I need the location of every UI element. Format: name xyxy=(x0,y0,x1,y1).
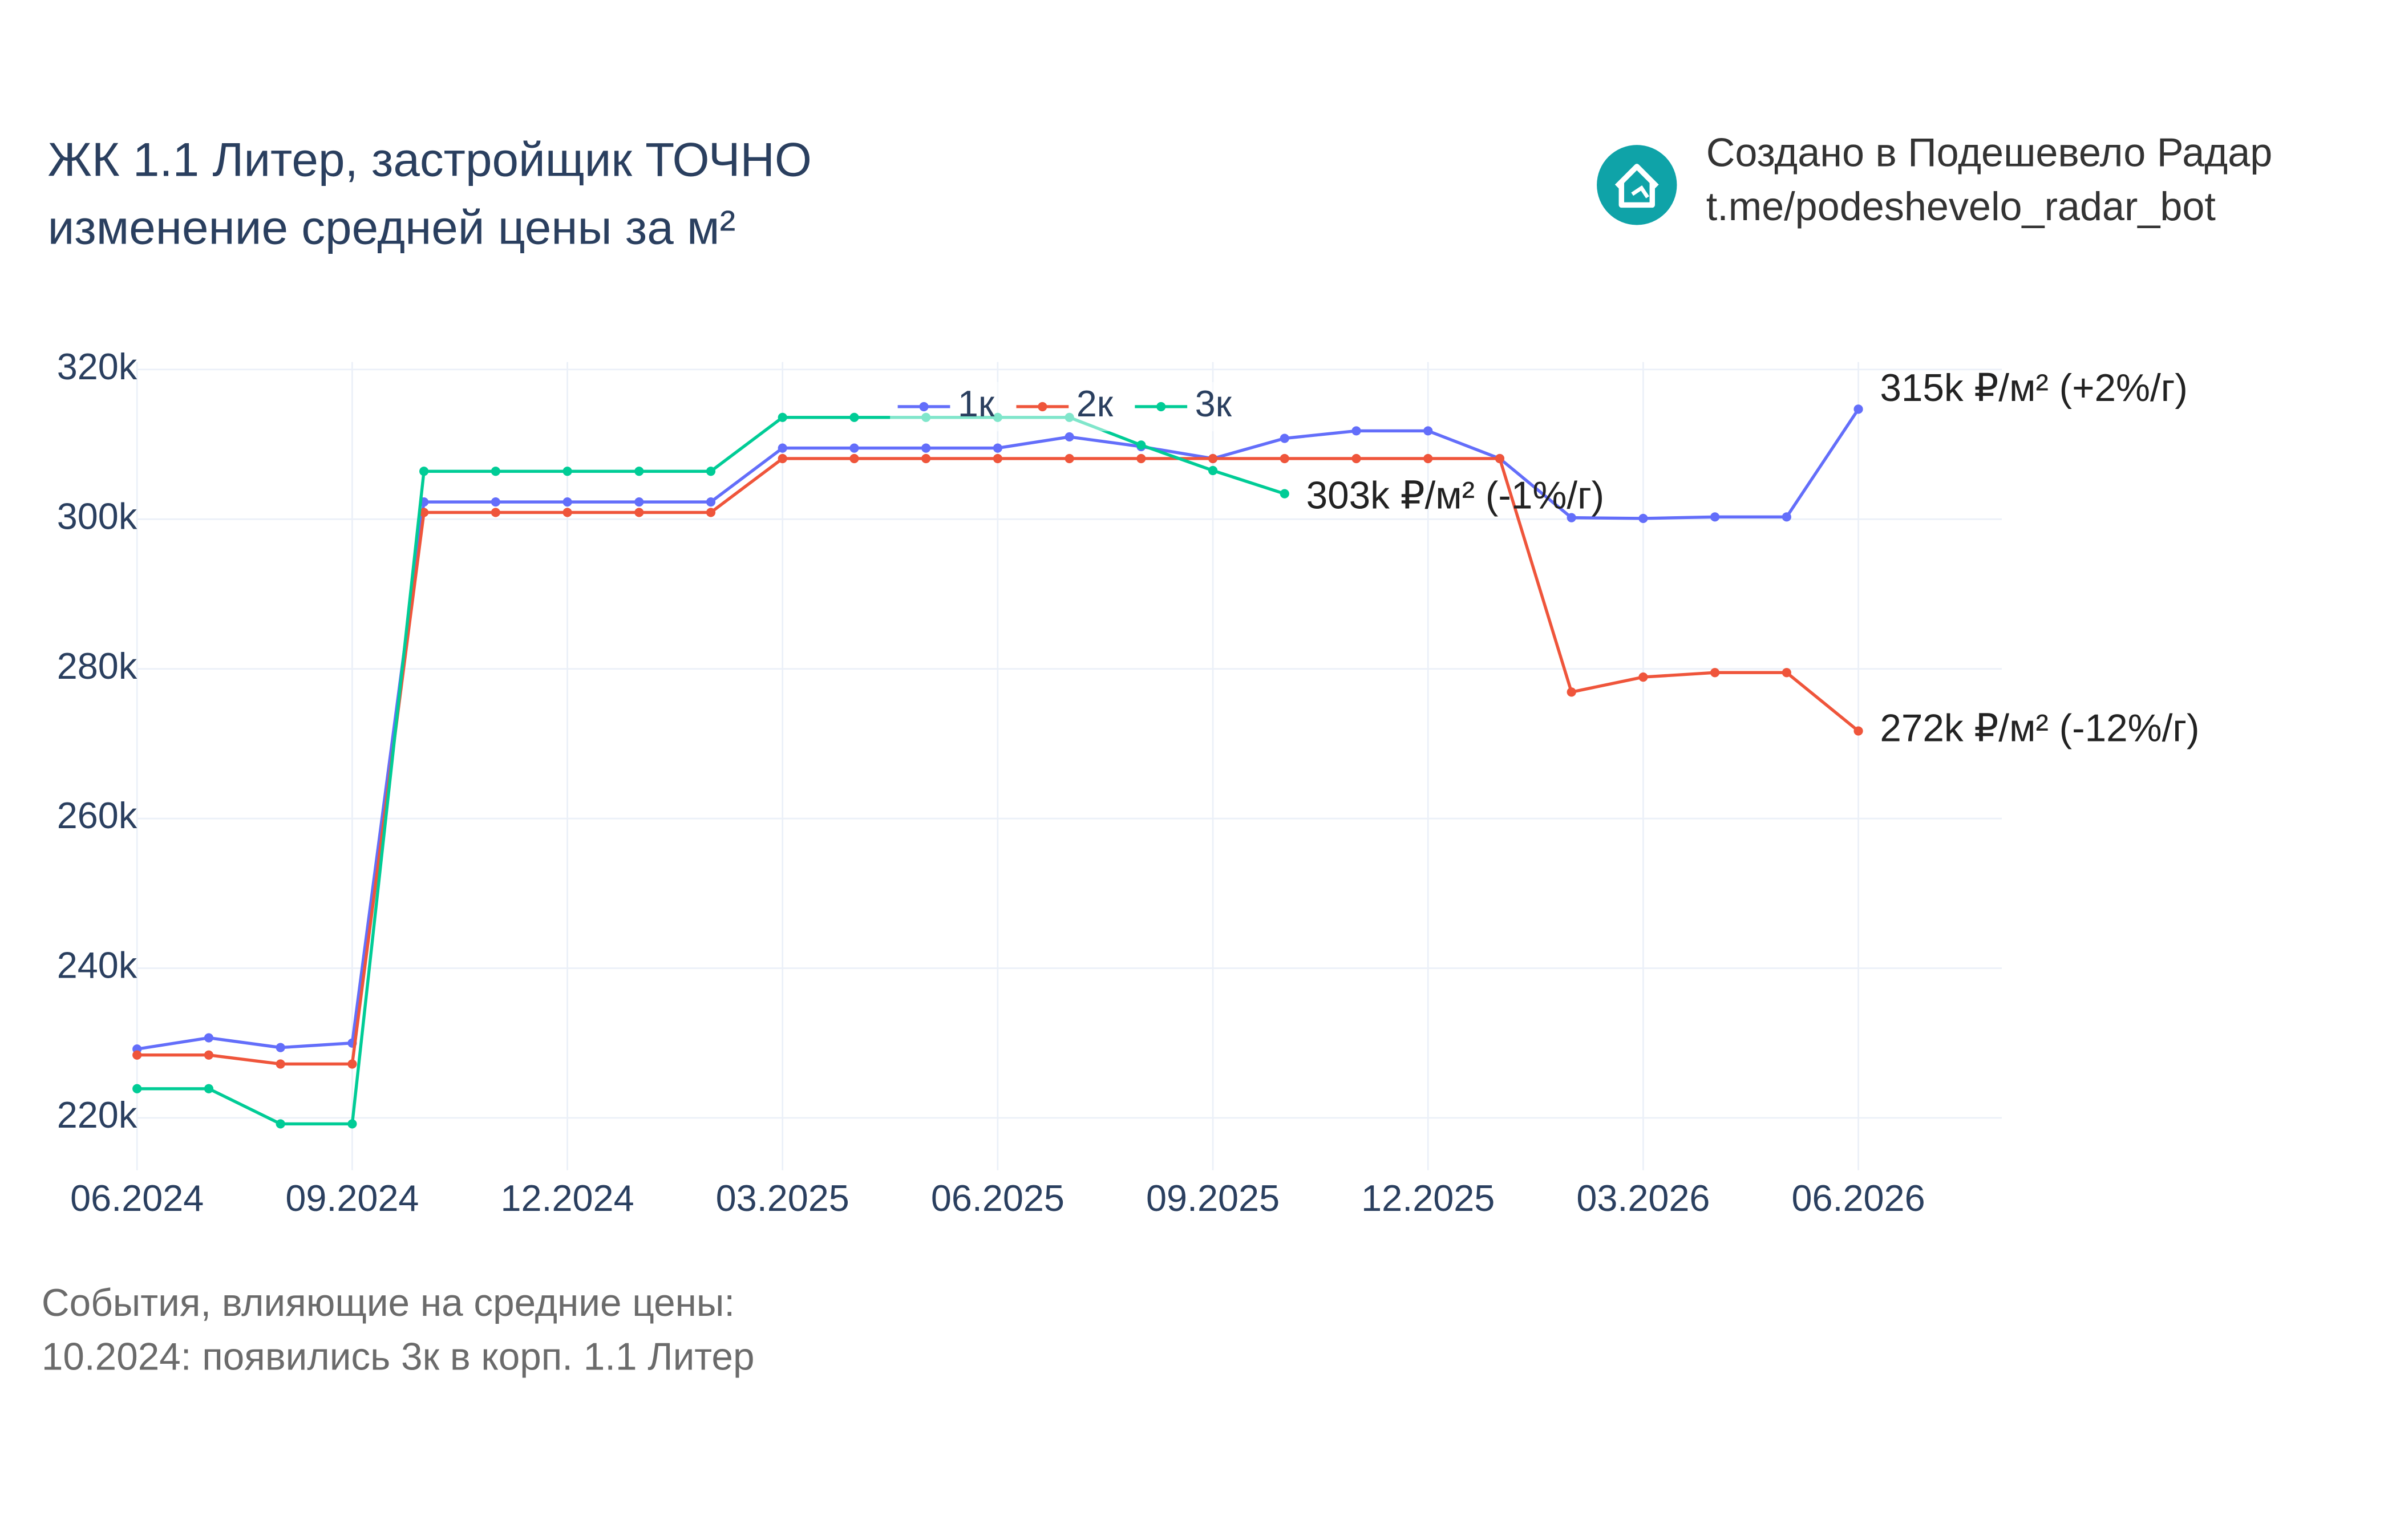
data-point xyxy=(921,443,931,453)
data-point xyxy=(1567,687,1576,697)
data-point xyxy=(419,508,429,517)
data-point xyxy=(849,443,859,453)
data-point xyxy=(491,508,500,517)
data-point xyxy=(1136,440,1146,450)
data-point xyxy=(276,1059,285,1069)
data-point xyxy=(491,467,500,476)
y-tick-label: 320k xyxy=(57,346,137,387)
y-tick-label: 300k xyxy=(57,495,137,537)
legend-swatch-dot xyxy=(919,402,929,412)
data-point xyxy=(778,412,787,422)
credit-link: t.me/podeshevelo_radar_bot xyxy=(1706,184,2216,229)
data-point xyxy=(778,443,787,453)
data-point xyxy=(1853,726,1863,736)
data-point xyxy=(1782,512,1791,522)
legend: 1к 2к 3к xyxy=(890,382,1248,432)
chart-subtitle: изменение средней цены за м² xyxy=(48,200,736,254)
data-point xyxy=(1782,668,1791,678)
data-point xyxy=(1423,453,1433,464)
data-point xyxy=(849,412,859,422)
legend-swatch-dot xyxy=(1038,402,1047,412)
data-point xyxy=(634,508,644,517)
data-point xyxy=(706,508,716,517)
data-point xyxy=(1065,432,1074,442)
data-point xyxy=(562,467,572,476)
value-label: 303k ₽/м² (-1%/г) xyxy=(1306,475,1605,517)
y-tick-label: 220k xyxy=(57,1094,137,1136)
data-point xyxy=(1495,453,1505,464)
footer-note: 10.2024: появились 3к в корп. 1.1 Литер xyxy=(42,1336,755,1379)
data-point xyxy=(706,497,716,507)
y-tick-label: 260k xyxy=(57,795,137,836)
data-point xyxy=(1280,489,1289,499)
x-tick-label: 06.2024 xyxy=(70,1177,204,1219)
data-point xyxy=(1065,453,1074,464)
data-point xyxy=(1351,453,1361,464)
data-point xyxy=(419,467,429,476)
legend-label: 3к xyxy=(1195,383,1232,424)
data-point xyxy=(1710,668,1720,678)
legend-swatch-dot xyxy=(1156,402,1166,412)
data-point xyxy=(491,497,500,507)
data-point xyxy=(562,508,572,517)
x-tick-label: 09.2024 xyxy=(285,1177,419,1219)
data-point xyxy=(993,453,1002,464)
data-point xyxy=(347,1059,357,1069)
x-tick-label: 12.2024 xyxy=(500,1177,634,1219)
x-tick-label: 12.2025 xyxy=(1361,1177,1495,1219)
data-point xyxy=(849,453,859,464)
data-point xyxy=(1638,513,1648,524)
data-point xyxy=(132,1084,142,1093)
data-point xyxy=(1208,465,1218,476)
y-tick-label: 240k xyxy=(57,945,137,986)
data-point xyxy=(1638,672,1648,682)
data-point xyxy=(1567,513,1576,522)
data-point xyxy=(921,453,931,464)
data-point xyxy=(276,1119,285,1129)
data-point xyxy=(1423,426,1433,436)
logo xyxy=(1597,145,1677,225)
data-point xyxy=(634,467,644,476)
data-point xyxy=(706,467,716,476)
x-tick-label: 03.2025 xyxy=(716,1177,849,1219)
data-point xyxy=(204,1084,214,1093)
footer-note: События, влияющие на средние цены: xyxy=(42,1282,735,1324)
x-tick-label: 03.2026 xyxy=(1576,1177,1710,1219)
data-point xyxy=(276,1043,285,1052)
x-tick-label: 06.2026 xyxy=(1791,1177,1925,1219)
data-point xyxy=(132,1050,142,1060)
data-point xyxy=(1280,453,1289,464)
value-label: 315k ₽/м² (+2%/г) xyxy=(1880,367,2188,410)
data-point xyxy=(347,1119,357,1129)
data-point xyxy=(1208,453,1218,464)
x-tick-label: 09.2025 xyxy=(1146,1177,1280,1219)
data-point xyxy=(1710,512,1720,522)
legend-label: 2к xyxy=(1076,383,1114,424)
data-point xyxy=(993,443,1002,453)
data-point xyxy=(1351,426,1361,436)
credit: Создано в Подешевело Радар xyxy=(1706,130,2273,175)
data-point xyxy=(1136,453,1146,464)
data-point xyxy=(634,497,644,507)
legend-label: 1к xyxy=(958,383,995,424)
data-point xyxy=(1853,404,1863,414)
data-point xyxy=(204,1050,214,1060)
data-point xyxy=(1280,433,1289,443)
series-line xyxy=(137,416,1285,1126)
data-point xyxy=(562,497,572,507)
y-tick-label: 280k xyxy=(57,645,137,687)
chart-title: ЖК 1.1 Литер, застройщик ТОЧНО xyxy=(48,133,812,187)
value-label: 272k ₽/м² (-12%/г) xyxy=(1880,707,2199,749)
data-point xyxy=(778,453,787,464)
x-tick-label: 06.2025 xyxy=(931,1177,1065,1219)
data-point xyxy=(204,1033,214,1043)
